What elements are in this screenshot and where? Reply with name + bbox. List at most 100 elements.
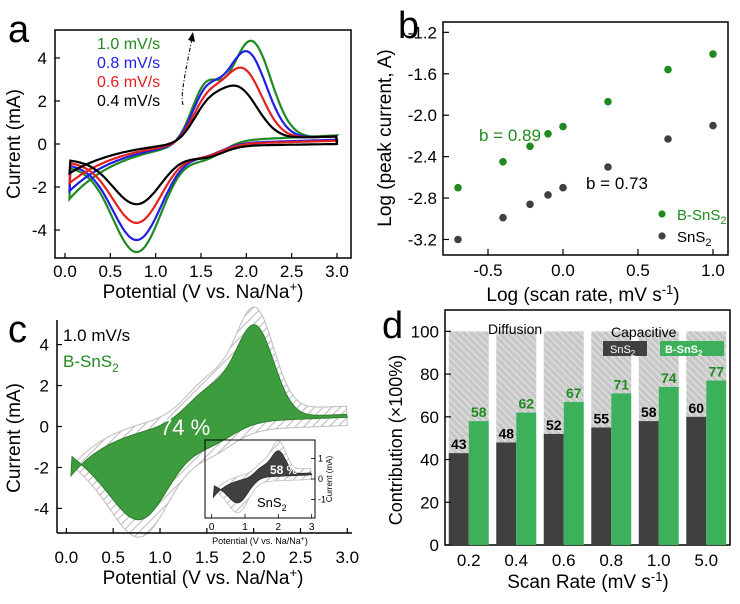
panel-d-x-axis-label: Scan Rate (mV s-1) (507, 569, 669, 593)
panel-c-y-ticks: -4 -2 0 2 4 (34, 336, 62, 518)
panel-b-points (454, 50, 717, 244)
panel-a-y-tick-label: -2 (32, 178, 47, 197)
panel-c-x-tick-label: 3.0 (335, 548, 359, 567)
panel-d-bar-value-label: 77 (708, 364, 724, 380)
panel-c-y-tick-label: -4 (34, 499, 49, 518)
panel-a-legend-entry: 1.0 mV/s (97, 36, 160, 53)
panel-c-legend-rate: 1.0 mV/s (63, 326, 130, 345)
panel-b-x-ticks: -0.5 0.0 0.5 1.0 (473, 249, 725, 280)
panel-b-y-tick-label: -1.2 (408, 23, 437, 42)
panel-b-y-ticks: -3.2 -2.8 -2.4 -2.0 -1.6 -1.2 (408, 23, 449, 249)
panel-c-x-tick-label: 1.5 (195, 548, 219, 567)
panel-a-x-tick-label: 0.5 (99, 262, 123, 281)
inset-percent: 58 % (270, 463, 298, 477)
panel-d-capacitive-bar (468, 421, 489, 545)
panel-a-curve-series (68, 84, 339, 206)
panel-b-point (526, 142, 534, 151)
panel-b-x-tick-label: 0.0 (551, 261, 575, 280)
panel-d-bar-value-label: 48 (498, 425, 514, 441)
panel-c-x-tick-label: 2.0 (242, 548, 266, 567)
panel-d-x-ticks: 0.2 0.4 0.6 0.8 1.0 5.0 (457, 551, 718, 570)
panel-d-diffusion-bar (543, 331, 564, 434)
panel-c-y-tick-label: 0 (40, 418, 49, 437)
panel-b-y-tick-label: -1.6 (408, 65, 437, 84)
panel-b-point (604, 163, 612, 171)
panel-b-point (526, 200, 534, 209)
panel-b-y-tick-label: -3.2 (408, 230, 437, 249)
panel-d-capacitive-bar (516, 412, 537, 545)
panel-d-legend-diffusion-swatch (498, 340, 530, 356)
panel-a-legend-entry: 0.6 mV/s (97, 74, 160, 91)
panel-d-capacitive-bar (638, 421, 659, 545)
panel-c-y-tick-label: 2 (40, 377, 49, 396)
panel-d-legend-bsns2: B-SnS2 (665, 344, 703, 358)
panel-d-legend-bsns2-swatch (660, 341, 724, 356)
inset-label: SnS2 (257, 495, 287, 513)
panel-d-x-tick-label: 0.6 (552, 551, 576, 570)
panel-a-y-tick-label: 4 (38, 49, 47, 68)
panel-d-y-tick-label: 60 (420, 408, 439, 427)
panel-b-point (559, 122, 567, 131)
panel-d-y-tick-label: 20 (420, 493, 439, 512)
panel-c-x-ticks: 0.0 0.5 1.0 1.5 2.0 2.5 3.0 (55, 528, 359, 567)
panel-b-y-tick-label: -2.0 (408, 106, 437, 125)
panel-d-capacitive-bar (658, 386, 679, 545)
panel-d-bar-value-label: 74 (661, 370, 677, 386)
panel-d-x-tick-label: 1.0 (647, 551, 671, 570)
panel-d-bar-value-label: 43 (451, 436, 467, 452)
panel-d-bar-value-label: 55 (593, 411, 609, 427)
panel-a-x-tick-label: 0.0 (53, 262, 77, 281)
panel-a-y-tick-label: -4 (32, 221, 47, 240)
panel-b-point (544, 191, 552, 199)
panel-a-y-tick-label: 0 (38, 135, 47, 154)
panel-b-point (454, 235, 462, 244)
panel-b-y-tick-label: -2.8 (408, 189, 437, 208)
panel-c-legend-bsns2: B-SnS2 (63, 352, 119, 375)
panel-b-point (604, 97, 612, 106)
inset-x-tick-label: 1 (242, 522, 248, 533)
panel-b-annotation-sns2: b = 0.73 (586, 174, 648, 193)
inset-x-tick-label: 3 (309, 522, 315, 533)
inset-y-tick-label: 0 (318, 474, 323, 484)
panel-c-capacitive-area (70, 324, 348, 521)
panel-b-y-tick-label: -2.4 (408, 148, 437, 167)
panel-c-x-tick-label: 0.0 (55, 548, 79, 567)
inset-capacitive-area (212, 450, 313, 504)
panel-a-curve-series (68, 39, 340, 254)
panel-b-letter: b (398, 5, 419, 47)
panel-d-capacitive-bar (496, 442, 517, 545)
panel-d-x-tick-label: 5.0 (694, 551, 718, 570)
panel-b: b -3.2 -2.8 -2.4 -2.0 -1.6 -1.2 -0.5 0.0 0.5 1.0… (375, 5, 729, 306)
panel-d-legend-capacitive: Capacitive (611, 324, 677, 340)
panel-b-point (499, 158, 507, 166)
panel-d-legend-diffusion: Diffusion (488, 321, 542, 337)
panel-d-y-tick-label: 0 (430, 536, 439, 555)
panel-c-capacitive-percent: 74 % (160, 415, 210, 440)
panel-d-axes-frame (444, 309, 731, 546)
panel-a-x-tick-label: 2.0 (235, 262, 259, 281)
panel-d-capacitive-bar (611, 393, 632, 545)
panel-b-point (454, 183, 462, 192)
panel-d-letter: d (382, 305, 403, 347)
panel-d-y-tick-label: 80 (420, 365, 439, 384)
panel-d-capacitive-bar (448, 453, 469, 545)
panel-c-x-tick-label: 2.5 (289, 548, 313, 567)
panel-a-y-axis-label: Current (mA) (4, 89, 25, 199)
panel-c-y-axis-label: Current (mA) (4, 383, 25, 493)
inset-y-tick-label: -1 (318, 495, 326, 505)
panel-a-legend: 1.0 mV/s 0.8 mV/s 0.6 mV/s 0.4 mV/s (97, 36, 160, 110)
panel-d-x-tick-label: 0.4 (504, 551, 528, 570)
panel-b-point (709, 121, 717, 130)
panel-d-bar-value-label: 58 (471, 404, 487, 420)
panel-d-capacitive-bar (591, 427, 612, 545)
inset-x-tick-label: 2 (276, 522, 282, 533)
inset-x-ticks: 0 1 2 3 (209, 514, 315, 533)
panel-c-x-tick-label: 0.5 (101, 548, 125, 567)
panel-d-bar-value-label: 60 (688, 400, 704, 416)
panel-c: c -4 -2 0 2 4 0.0 0.5 1.0 1.5 2.0 2.5 3.0 Current … (4, 306, 359, 589)
panel-c-letter: c (8, 309, 27, 351)
inset-y-axis-label: Current (mA) (325, 456, 334, 503)
